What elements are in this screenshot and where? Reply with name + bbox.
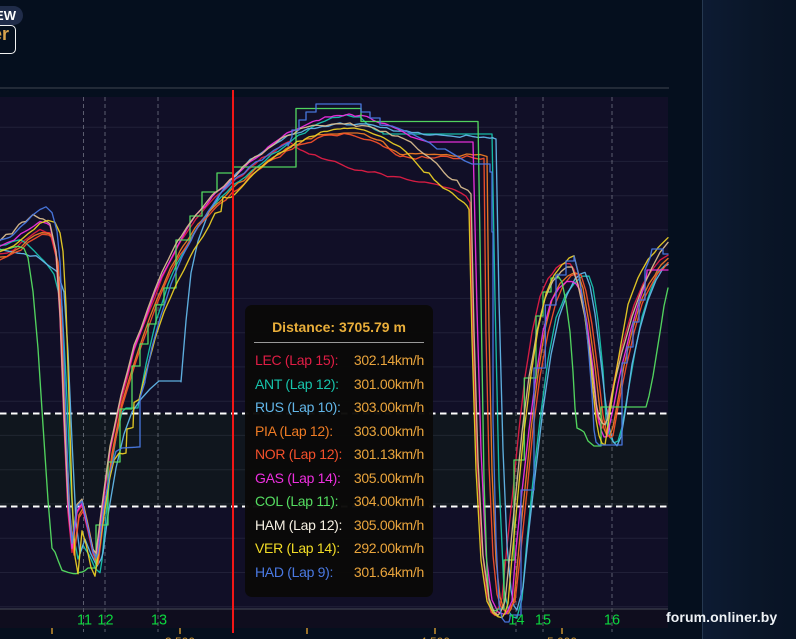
svg-text:16: 16	[604, 613, 620, 629]
svg-text:5,000: 5,000	[547, 635, 577, 639]
svg-text:14: 14	[508, 613, 524, 629]
svg-text:15: 15	[535, 613, 551, 629]
svg-text:4,500: 4,500	[420, 635, 450, 639]
svg-text:12: 12	[97, 613, 113, 629]
svg-text:13: 13	[151, 613, 167, 629]
svg-text:3,500: 3,500	[165, 635, 195, 639]
svg-text:11: 11	[77, 613, 92, 629]
